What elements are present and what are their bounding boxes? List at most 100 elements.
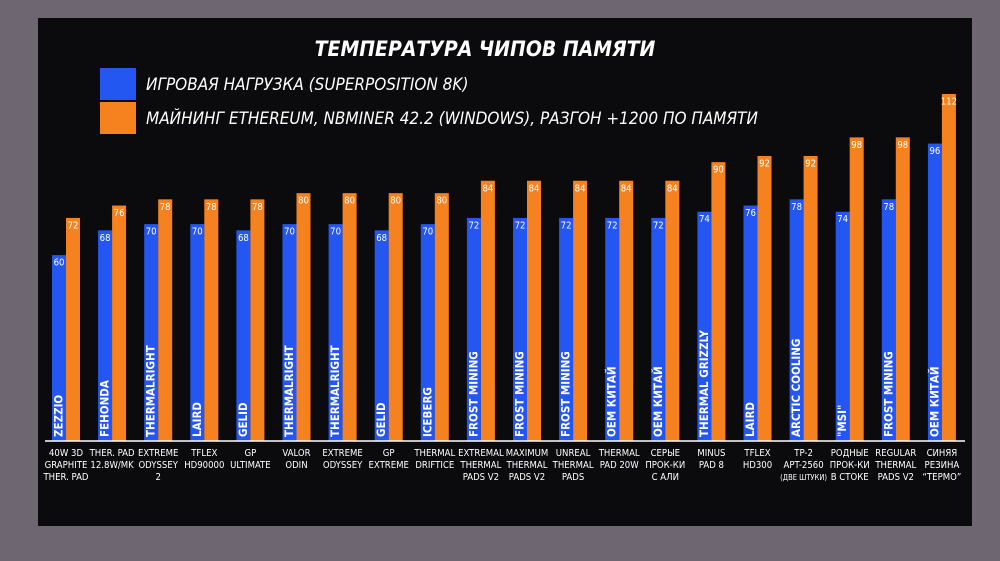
value-label: 90 [713, 165, 724, 176]
legend-swatch [100, 68, 136, 100]
brand-label: FROST MINING [881, 351, 895, 437]
bar [190, 224, 205, 441]
value-label: 84 [667, 183, 678, 194]
bar [559, 217, 574, 441]
bar [434, 193, 449, 441]
x-tick-label: GP EXTREME [368, 448, 408, 471]
x-tick-label: VALOR ODIN [282, 448, 310, 471]
x-tick-label: TP-2 APT-2560 (ДВЕ ШТУКИ) [780, 448, 827, 482]
value-label: 92 [805, 158, 816, 169]
value-label: 68 [100, 233, 111, 244]
bar [927, 143, 942, 442]
legend-label: МАЙНИНГ ETHEREUM, NBMINER 42.2 (WINDOWS)… [146, 107, 758, 129]
value-label: 72 [653, 220, 664, 231]
bar [204, 199, 219, 441]
x-tick-label: TFLEX HD90000 [184, 448, 224, 471]
bar [651, 217, 666, 441]
value-label: 80 [344, 196, 355, 207]
bar [342, 193, 357, 441]
value-label: 84 [482, 183, 493, 194]
bar [619, 180, 634, 441]
bar [803, 155, 818, 441]
value-label: 80 [436, 196, 447, 207]
value-label: 70 [192, 227, 203, 238]
value-label: 80 [390, 196, 401, 207]
x-tick-label: MAXIMUM THERMAL PADS V2 [506, 448, 549, 483]
brand-label: GELID [236, 402, 250, 437]
value-label: 60 [54, 258, 65, 269]
value-label: 76 [745, 208, 756, 219]
bar [665, 180, 680, 441]
value-label: 70 [330, 227, 341, 238]
bar [420, 224, 435, 441]
value-label: 72 [515, 220, 526, 231]
brand-label: THERMAL GRIZZLY [697, 330, 711, 437]
x-tick-label: GP ULTIMATE [230, 448, 271, 471]
value-label: 72 [561, 220, 572, 231]
brand-label: THERMALRIGHT [328, 345, 342, 437]
value-label: 96 [929, 146, 940, 157]
brand-label: OEM КИТАЙ [650, 366, 665, 437]
bar [98, 230, 113, 441]
brand-label: "MSI" [835, 405, 849, 437]
brand-label: THERMALRIGHT [144, 345, 158, 437]
legend-swatch [100, 102, 136, 134]
brand-label: FROST MINING [513, 351, 527, 437]
brand-label: GELID [374, 402, 388, 437]
bar [789, 199, 804, 441]
bar [941, 94, 956, 441]
value-label: 98 [851, 140, 862, 151]
value-label: 78 [883, 202, 894, 213]
x-tick-label: 40W 3D GRAPHITE THER. PAD [42, 448, 88, 483]
value-label: 68 [376, 233, 387, 244]
value-label: 70 [284, 227, 295, 238]
x-tick-label: СИНЯЯ РЕЗИНА “ТЕРМО” [923, 448, 962, 483]
bar [158, 199, 173, 441]
brand-label: THERMALRIGHT [282, 345, 296, 437]
bar [881, 199, 896, 441]
bar [849, 137, 864, 441]
value-label: 74 [837, 214, 848, 225]
bar [605, 217, 620, 441]
value-label: 80 [298, 196, 309, 207]
bar [697, 211, 712, 441]
value-label: 70 [146, 227, 157, 238]
bar [527, 180, 541, 441]
value-label: 74 [699, 214, 710, 225]
value-label: 98 [897, 140, 908, 151]
bar [711, 162, 726, 442]
x-tick-label: UNREAL THERMAL PADS [552, 448, 594, 483]
x-tick-label: EXTREME ODYSSEY 2 [138, 448, 179, 483]
x-tick-label: THERMAL DRIFTICE [413, 448, 455, 471]
brand-label: LAIRD [743, 402, 757, 437]
x-tick-label: TFLEX HD300 [743, 448, 772, 471]
bar [388, 193, 403, 441]
bar [466, 217, 481, 441]
value-label: 70 [422, 227, 433, 238]
bar [282, 224, 297, 441]
value-label: 76 [114, 208, 125, 219]
bar [895, 137, 910, 441]
value-label: 68 [238, 233, 249, 244]
value-label: 92 [759, 158, 770, 169]
bar [236, 230, 251, 441]
brand-label: ARCTIC COOLING [789, 339, 803, 437]
x-tick-label: EXTREMAL THERMAL PADS V2 [458, 448, 504, 483]
value-label: 78 [160, 202, 171, 213]
brand-label: FEHONDA [98, 380, 112, 437]
bar [573, 180, 588, 441]
bar [835, 211, 850, 441]
bar [250, 199, 265, 441]
bar [328, 224, 343, 441]
value-label: 112 [941, 97, 957, 108]
value-label: 72 [68, 220, 79, 231]
value-label: 72 [468, 220, 479, 231]
brand-label: OEM КИТАЙ [604, 366, 619, 437]
value-label: 72 [607, 220, 618, 231]
brand-label: ZEZZIO [52, 395, 66, 437]
x-tick-label: СЕРЫЕ ПРОК-КИ С АЛИ [645, 448, 685, 483]
brand-label: FROST MINING [559, 351, 573, 437]
value-label: 78 [206, 202, 217, 213]
legend-label: ИГРОВАЯ НАГРУЗКА (SUPERPOSITION 8K) [146, 75, 468, 95]
